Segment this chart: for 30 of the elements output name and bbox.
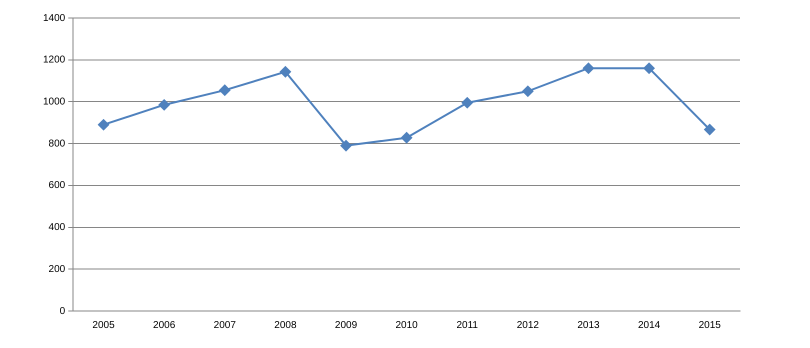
point [340,140,352,152]
y-tick-label: 0 [60,306,66,317]
y-tick-label: 1400 [42,12,66,24]
x-tick-label: 2007 [214,320,236,331]
x-tick-label: 2011 [456,320,478,331]
y-tick-label: 1200 [42,54,66,66]
point [401,132,412,144]
point [462,97,473,108]
x-tick-label: 2008 [274,320,297,331]
x-tick-label: 2006 [153,320,176,331]
y-tick-label: 400 [48,222,66,234]
point [582,62,594,74]
x-tick-label: 2013 [577,320,600,331]
point [522,86,534,97]
point [98,119,110,130]
x-tick-label: 2014 [638,320,661,331]
x-tick-label: 2009 [334,320,358,331]
y-tick-label: 600 [48,180,66,192]
x-tick-label: 2012 [516,320,540,331]
x-tick-label: 2010 [396,320,418,331]
point [280,66,291,78]
point [704,124,716,136]
y-tick-label: 200 [48,264,66,275]
point [219,84,230,96]
y-tick-label: 1000 [42,96,66,108]
x-tick-label: 2005 [92,320,116,331]
x-tick-label: 2015 [698,320,722,331]
point [644,62,655,74]
point [158,99,170,110]
y-tick-label: 800 [48,138,66,150]
